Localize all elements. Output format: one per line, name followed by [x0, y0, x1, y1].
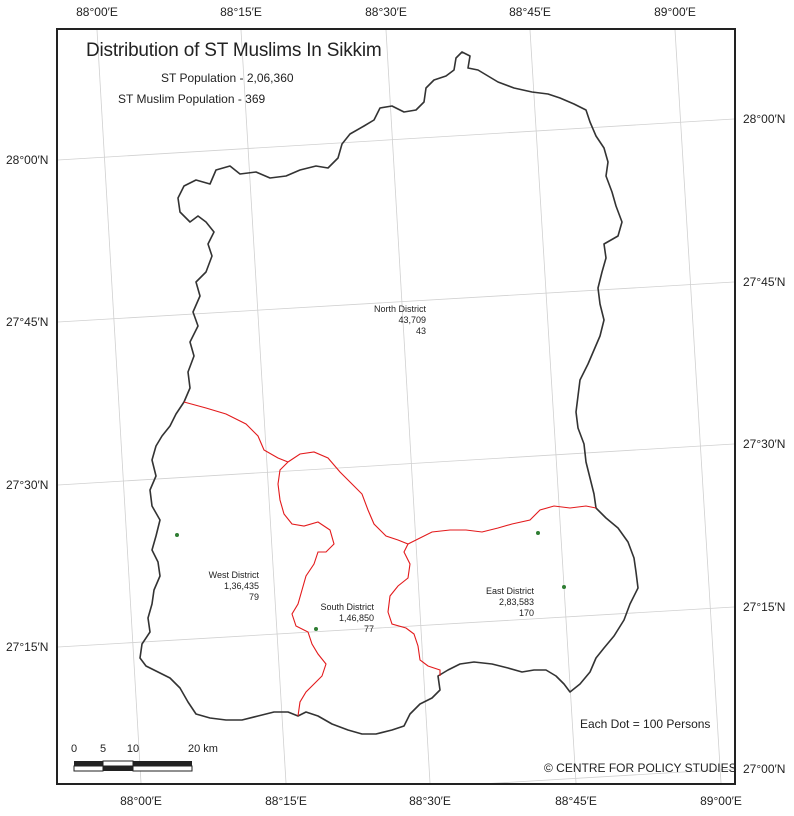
right-tick-27-45: 27°45′N — [743, 275, 786, 289]
graticule-lines — [58, 30, 734, 783]
south-district-name: South District — [320, 602, 374, 612]
north-district-st-muslims: 43 — [415, 326, 426, 336]
north-district-name: North District — [373, 304, 426, 314]
scale-seg-2 — [102, 760, 134, 767]
west-district-name: West District — [208, 570, 259, 580]
left-tick-27-30: 27°30′N — [6, 478, 49, 492]
scale-bar — [73, 760, 193, 772]
west-district-label: West District 1,36,435 79 — [200, 570, 259, 603]
north-district-st-population: 43,709 — [398, 315, 426, 325]
east-district-name: East District — [485, 586, 534, 596]
south-district-label: South District 1,46,850 77 — [314, 602, 374, 635]
meridian-89-00 — [674, 30, 722, 783]
scale-label-10: 10 — [126, 743, 140, 755]
district-boundary-west-south — [277, 461, 335, 717]
top-tick-88-00: 88°00′E — [76, 5, 118, 19]
map-frame — [56, 28, 736, 785]
east-district-st-muslims: 170 — [518, 608, 534, 618]
dot-east-district-1 — [536, 531, 540, 535]
bottom-tick-88-15: 88°15′E — [265, 794, 307, 808]
north-district-label: North District 43,709 43 — [362, 304, 426, 337]
left-tick-27-45: 27°45′N — [6, 315, 49, 329]
parallel-27-15 — [58, 606, 734, 648]
top-tick-88-45: 88°45′E — [509, 5, 551, 19]
dot-west-district — [175, 533, 179, 537]
scale-seg-5 — [103, 766, 133, 771]
top-tick-89-00: 89°00′E — [654, 5, 696, 19]
district-boundary-north — [287, 451, 597, 545]
district-boundary-south-east — [387, 543, 441, 676]
right-tick-28-00: 28°00′N — [743, 112, 786, 126]
left-tick-28-00: 28°00′N — [6, 153, 49, 167]
scale-label-20km: 20 km — [188, 743, 218, 755]
parallel-27-45 — [58, 281, 734, 323]
map-title: Distribution of ST Muslims In Sikkim — [86, 40, 382, 61]
left-tick-27-15: 27°15′N — [6, 640, 49, 654]
credit-text: © CENTRE FOR POLICY STUDIES — [544, 761, 737, 775]
right-tick-27-00: 27°00′N — [743, 762, 786, 776]
scale-seg-4 — [73, 765, 104, 772]
right-tick-27-15: 27°15′N — [743, 600, 786, 614]
scale-seg-3 — [133, 761, 192, 766]
bottom-tick-89-00: 89°00′E — [700, 794, 742, 808]
scale-seg-6 — [132, 765, 193, 772]
scale-seg-1 — [74, 761, 103, 766]
meridian-88-30 — [385, 30, 431, 783]
dot-legend: Each Dot = 100 Persons — [580, 717, 711, 731]
district-boundary-north-west — [183, 401, 289, 463]
parallel-27-00 — [490, 768, 734, 783]
scale-label-5: 5 — [99, 743, 107, 755]
meridian-88-15 — [240, 30, 287, 783]
scale-label-0: 0 — [70, 743, 78, 755]
parallel-28-00 — [58, 118, 734, 161]
east-district-st-population: 2,83,583 — [498, 597, 534, 607]
bottom-tick-88-45: 88°45′E — [555, 794, 597, 808]
south-district-st-muslims: 77 — [363, 624, 374, 634]
top-tick-88-30: 88°30′E — [365, 5, 407, 19]
st-muslim-population-label: ST Muslim Population - 369 — [118, 92, 266, 106]
south-district-st-population: 1,46,850 — [338, 613, 374, 623]
dot-south-district — [314, 627, 318, 631]
west-district-st-muslims: 79 — [248, 592, 259, 602]
bottom-tick-88-30: 88°30′E — [409, 794, 451, 808]
dot-east-district-2 — [562, 585, 566, 589]
top-tick-88-15: 88°15′E — [220, 5, 262, 19]
meridian-88-45 — [529, 30, 577, 783]
right-tick-27-30: 27°30′N — [743, 437, 786, 451]
meridian-88-00 — [96, 30, 142, 783]
st-population-label: ST Population - 2,06,360 — [161, 71, 294, 85]
parallel-27-30 — [58, 443, 734, 486]
east-district-label: East District 2,83,583 170 — [474, 586, 534, 619]
bottom-tick-88-00: 88°00′E — [120, 794, 162, 808]
west-district-st-population: 1,36,435 — [223, 581, 259, 591]
state-boundary — [139, 51, 639, 735]
